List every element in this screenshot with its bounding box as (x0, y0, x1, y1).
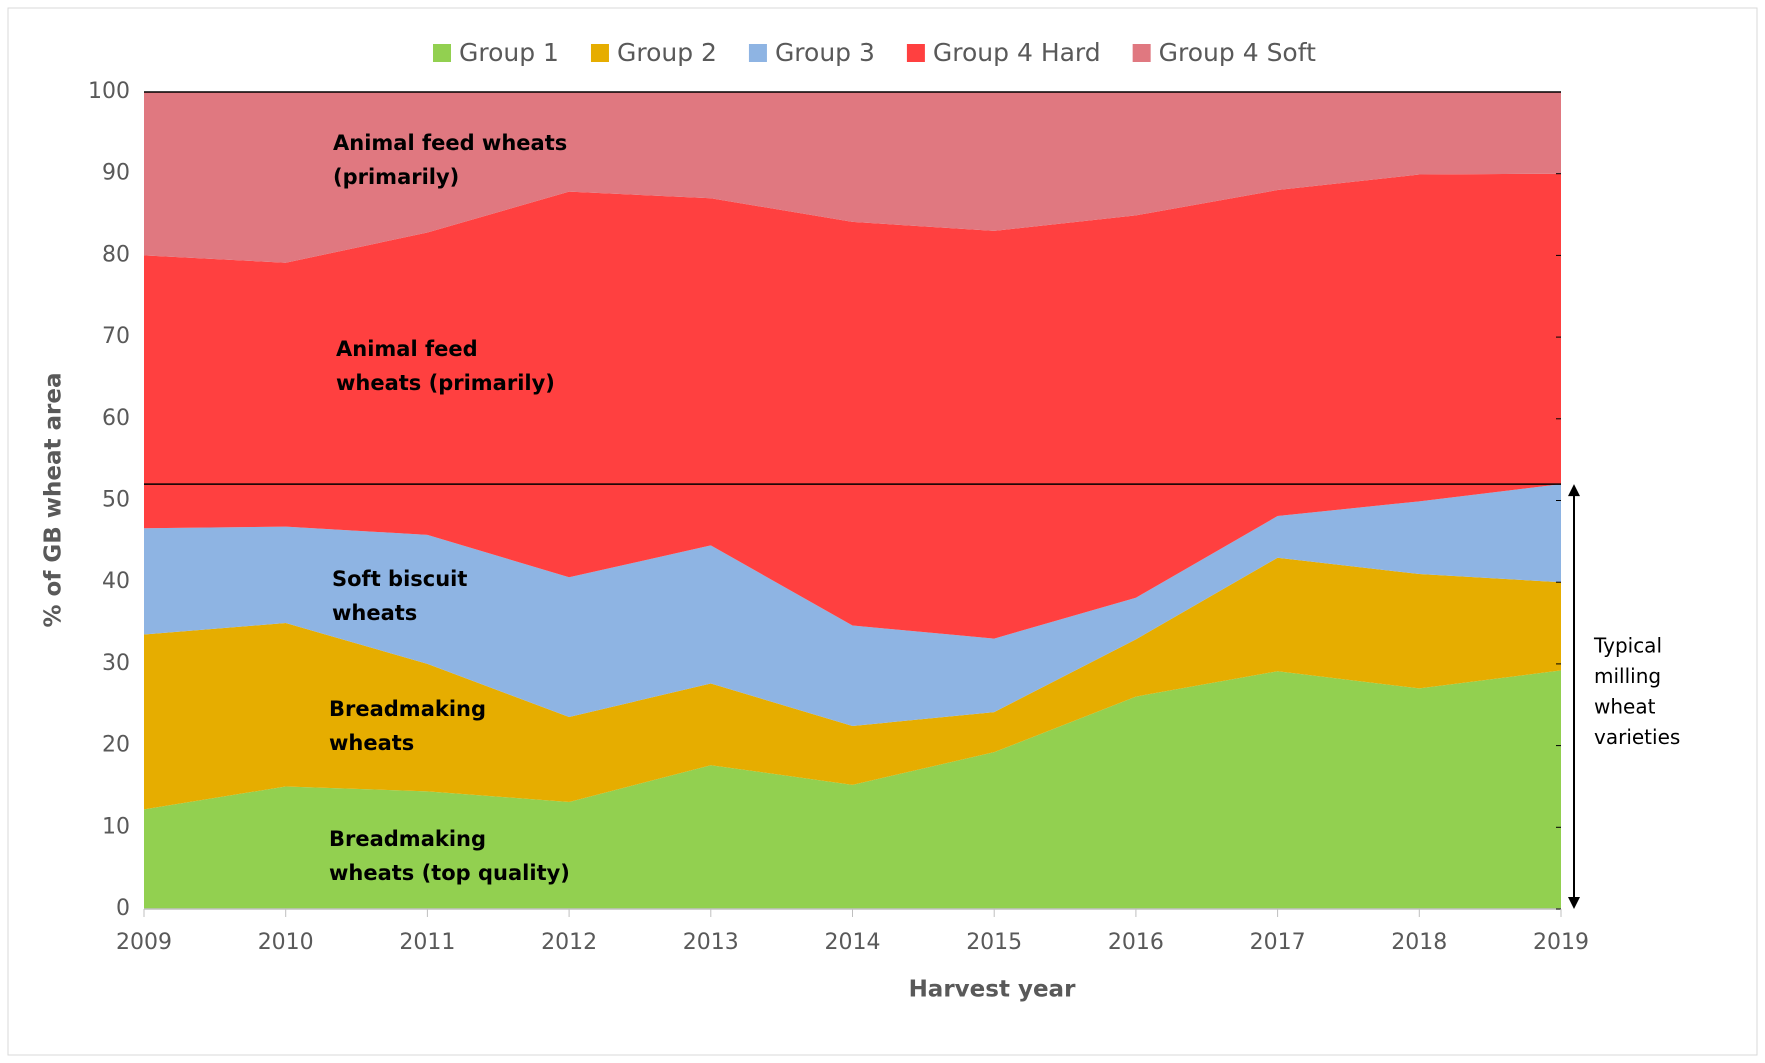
x-tick-label: 2014 (825, 930, 881, 955)
legend-label: Group 4 Hard (933, 38, 1101, 67)
legend-label: Group 1 (459, 38, 559, 67)
x-tick-label: 2019 (1533, 930, 1589, 955)
x-tick-label: 2010 (258, 930, 314, 955)
annotation: Animal feed (336, 337, 478, 361)
annotation: Breadmaking (329, 697, 486, 721)
area (144, 484, 1561, 726)
annotation: Animal feed wheats (333, 131, 567, 155)
legend-label: Group 4 Soft (1159, 38, 1316, 67)
y-tick-label: 20 (102, 733, 130, 758)
annotation: wheats (332, 601, 417, 625)
y-tick-label: 80 (102, 242, 130, 267)
y-tick-label: 30 (102, 651, 130, 676)
x-tick-label: 2018 (1391, 930, 1447, 955)
legend-swatch (906, 44, 925, 62)
area (144, 557, 1561, 810)
annotation: Soft biscuit (332, 567, 467, 591)
range-label: varieties (1594, 725, 1680, 749)
x-tick-label: 2012 (541, 930, 597, 955)
annotation: wheats (primarily) (336, 371, 555, 395)
x-tick-label: 2009 (116, 930, 172, 955)
area (144, 670, 1561, 909)
legend-swatch (590, 44, 609, 62)
x-tick-label: 2016 (1108, 930, 1164, 955)
arrow-head (1568, 897, 1580, 909)
y-axis-title: % of GB wheat area (41, 372, 67, 627)
range-label: Typical (1593, 634, 1662, 658)
range-label: wheat (1594, 695, 1656, 719)
x-tick-label: 2011 (399, 930, 455, 955)
y-tick-label: 60 (102, 406, 130, 431)
annotation: (primarily) (333, 165, 459, 189)
x-axis-title: Harvest year (909, 977, 1077, 1003)
annotation: wheats (329, 731, 414, 755)
chart-border (7, 7, 1758, 1056)
legend-swatch (433, 44, 451, 62)
y-tick-label: 70 (102, 324, 130, 349)
y-tick-label: 40 (102, 569, 130, 594)
y-tick-label: 90 (102, 161, 130, 186)
legend-swatch (748, 44, 767, 62)
y-tick-label: 50 (102, 488, 130, 513)
y-tick-label: 10 (102, 814, 130, 839)
x-tick-label: 2015 (966, 930, 1022, 955)
annotation: wheats (top quality) (329, 861, 570, 885)
x-tick-label: 2013 (683, 930, 739, 955)
legend-swatch (1132, 44, 1151, 62)
range-label: milling (1594, 664, 1661, 688)
legend-label: Group 3 (775, 38, 875, 67)
y-tick-label: 0 (116, 896, 130, 921)
area (144, 92, 1561, 263)
y-tick-label: 100 (88, 79, 130, 104)
x-tick-label: 2017 (1250, 930, 1306, 955)
arrow-head (1568, 484, 1580, 497)
legend-label: Group 2 (617, 38, 717, 67)
annotation: Breadmaking (329, 827, 486, 851)
area (144, 173, 1561, 639)
